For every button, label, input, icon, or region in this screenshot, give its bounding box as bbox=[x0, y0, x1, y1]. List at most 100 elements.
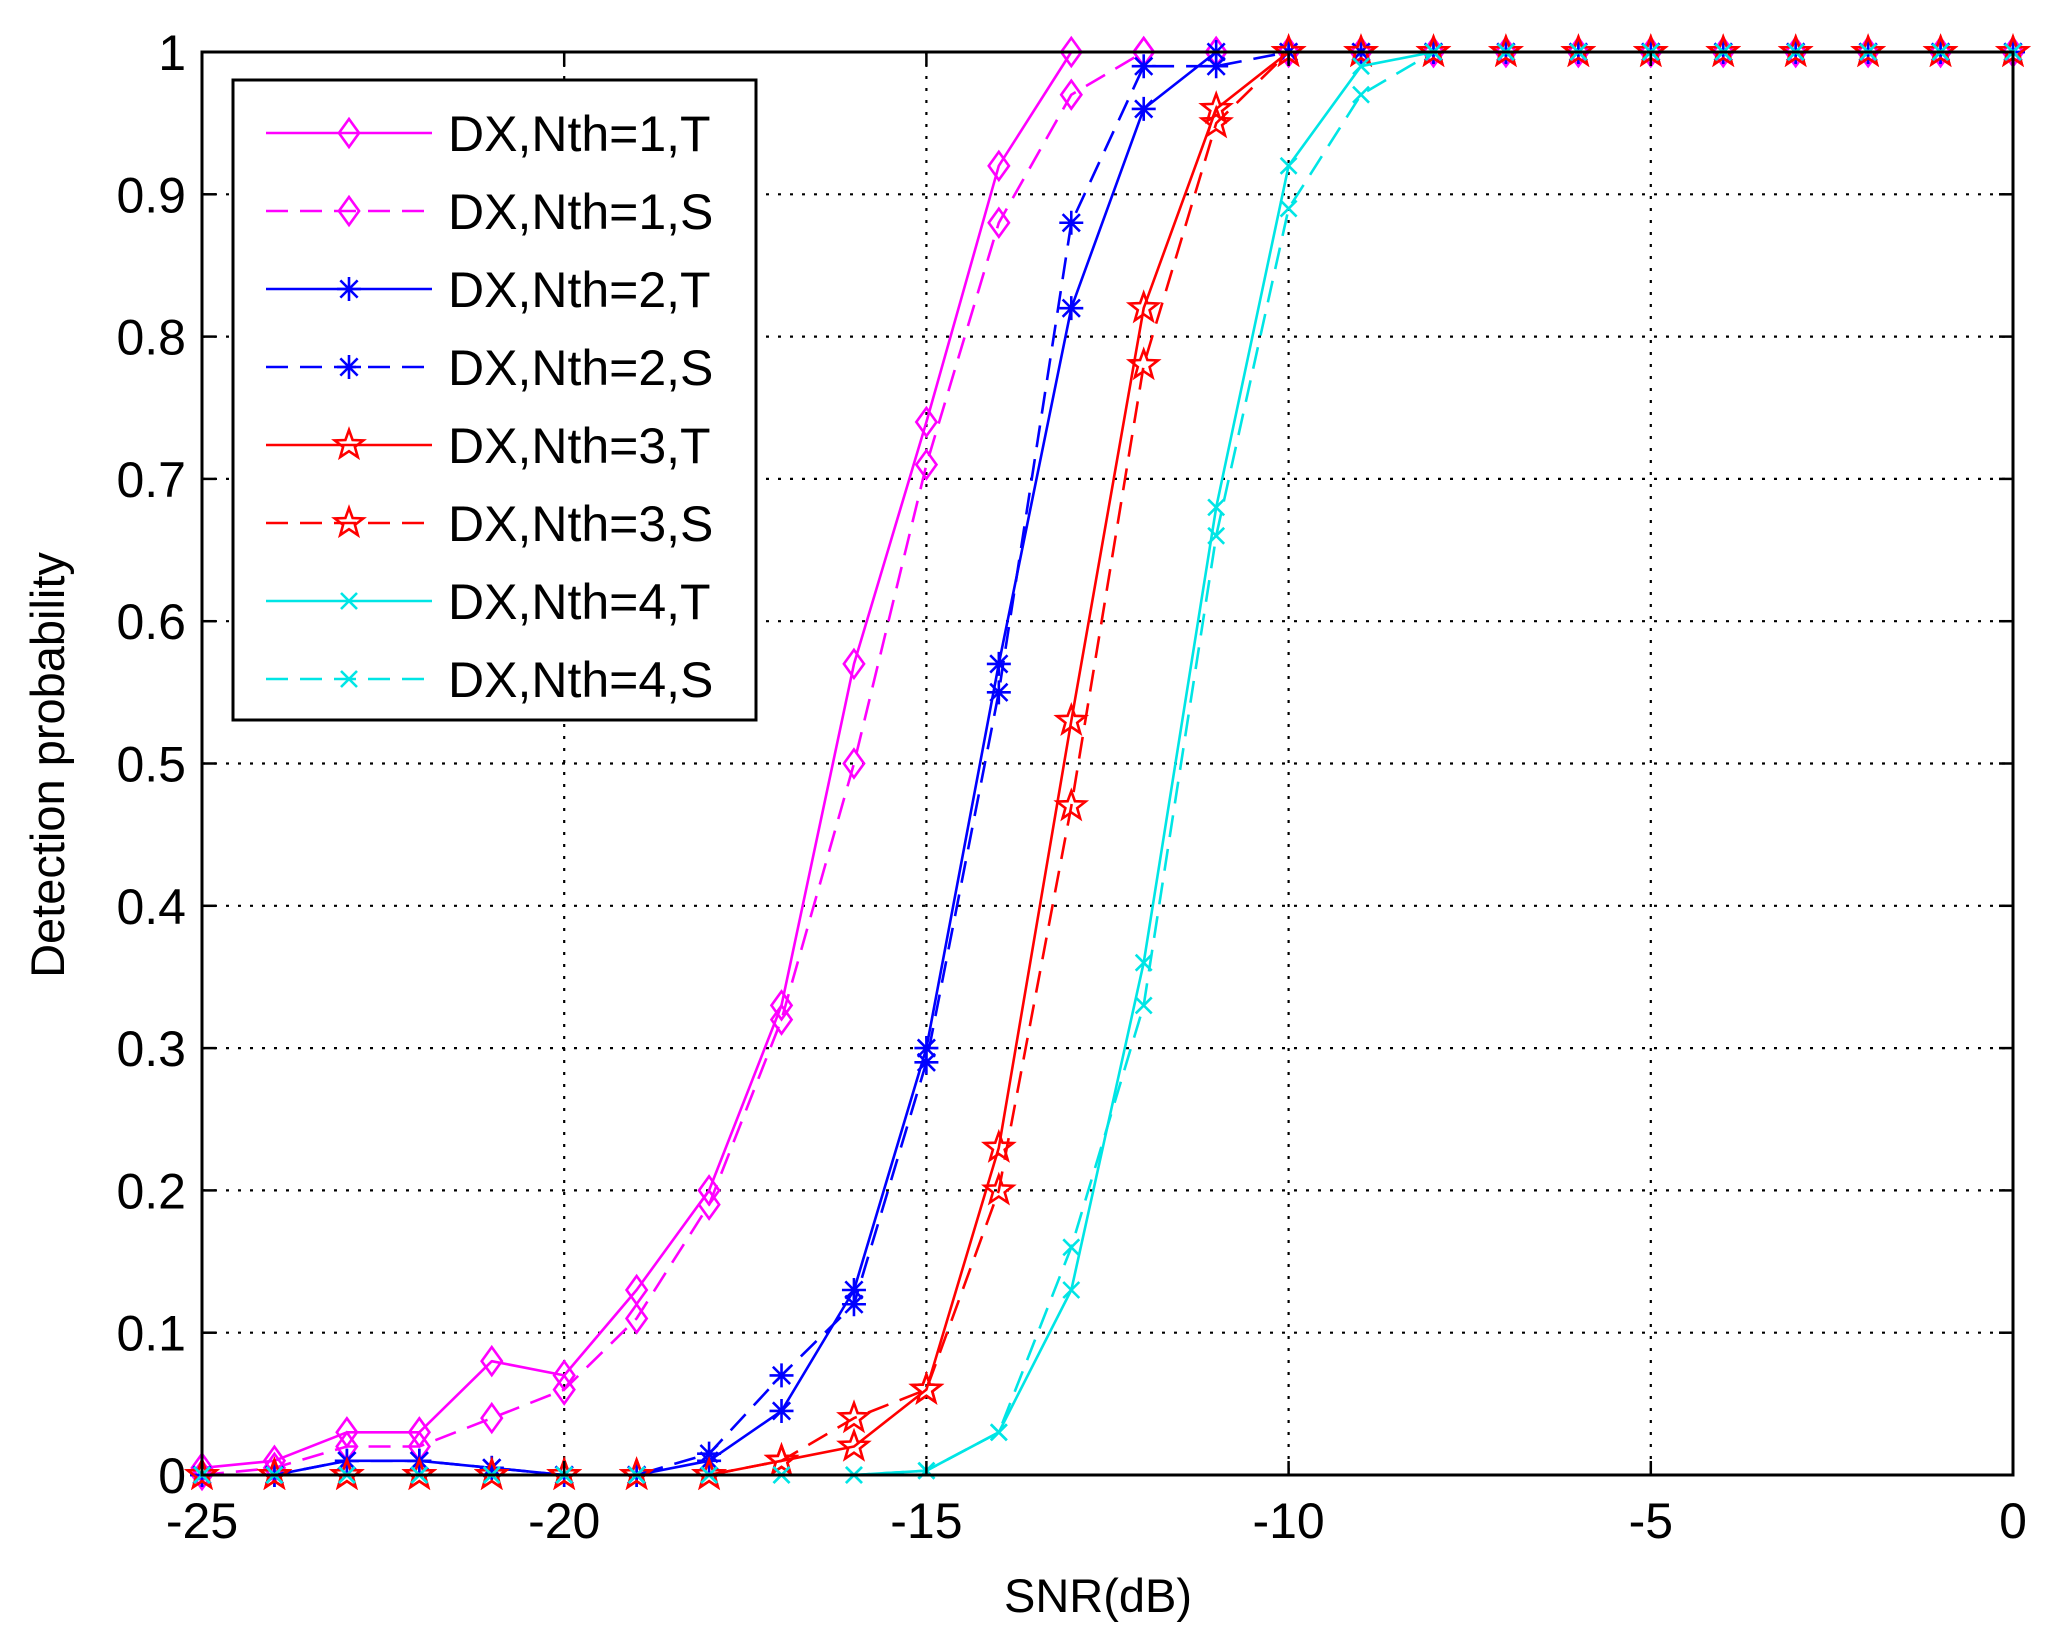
data-point bbox=[769, 1003, 794, 1036]
data-point bbox=[691, 1456, 727, 1491]
y-tick-label: 0.3 bbox=[116, 1021, 186, 1077]
x-tick-label: 0 bbox=[1999, 1493, 2027, 1549]
legend-label: DX,Nth=2,T bbox=[448, 262, 711, 318]
data-point bbox=[1053, 787, 1090, 822]
data-point bbox=[1352, 57, 1370, 76]
y-axis-label: Detection probability bbox=[21, 552, 74, 978]
data-point bbox=[769, 989, 794, 1022]
x-tick-label: -20 bbox=[528, 1493, 600, 1549]
y-tick-label: 0 bbox=[158, 1448, 186, 1504]
data-point bbox=[401, 1456, 438, 1491]
data-point bbox=[1125, 346, 1162, 381]
data-point bbox=[480, 1344, 504, 1378]
data-point bbox=[1279, 199, 1298, 218]
data-point bbox=[1059, 78, 1083, 111]
data-point bbox=[1062, 1238, 1081, 1257]
legend-label: DX,Nth=3,S bbox=[448, 496, 713, 552]
y-tick-label: 0.1 bbox=[116, 1306, 186, 1362]
data-point bbox=[328, 1456, 365, 1491]
y-tick-label: 0.4 bbox=[116, 879, 186, 935]
data-point bbox=[1125, 289, 1162, 324]
data-point bbox=[184, 1456, 220, 1491]
data-point bbox=[769, 1363, 794, 1388]
data-point bbox=[986, 651, 1011, 676]
data-point bbox=[914, 405, 939, 439]
x-tick-label: -25 bbox=[166, 1493, 238, 1549]
data-point bbox=[1777, 33, 1814, 68]
data-point bbox=[1059, 35, 1083, 69]
data-point bbox=[479, 1455, 504, 1480]
data-point bbox=[986, 680, 1011, 705]
data-point bbox=[1279, 156, 1298, 175]
data-point bbox=[842, 647, 866, 681]
data-point bbox=[1198, 104, 1234, 139]
legend-label: DX,Nth=1,S bbox=[448, 184, 713, 240]
data-point bbox=[552, 1373, 576, 1406]
legend-item: DX,Nth=2,T bbox=[266, 262, 711, 318]
data-point bbox=[1204, 54, 1229, 79]
legend-marker bbox=[337, 277, 361, 301]
data-point bbox=[987, 149, 1011, 183]
data-point bbox=[1488, 33, 1524, 68]
data-point bbox=[1922, 33, 1959, 68]
legend-item: DX,Nth=3,S bbox=[266, 496, 713, 552]
legend-marker bbox=[331, 426, 367, 461]
data-point bbox=[1560, 33, 1597, 68]
data-point bbox=[914, 1050, 939, 1075]
x-tick-label: -10 bbox=[1252, 1493, 1324, 1549]
data-point bbox=[1850, 33, 1887, 68]
data-point bbox=[473, 1456, 510, 1491]
data-point bbox=[1343, 33, 1379, 68]
data-point bbox=[1207, 498, 1226, 517]
data-point bbox=[1131, 54, 1156, 79]
x-tick-label: -5 bbox=[1629, 1493, 1673, 1549]
legend-marker bbox=[331, 504, 367, 539]
data-point bbox=[480, 1401, 504, 1435]
data-point bbox=[618, 1456, 655, 1491]
data-point bbox=[841, 1278, 866, 1303]
y-tick-label: 0.5 bbox=[116, 737, 186, 793]
data-point bbox=[987, 206, 1011, 239]
data-point bbox=[1415, 33, 1452, 68]
data-point bbox=[546, 1456, 583, 1491]
y-tick-label: 0.8 bbox=[116, 310, 186, 366]
y-tick-label: 0.2 bbox=[116, 1163, 186, 1219]
legend-item: DX,Nth=4,T bbox=[266, 574, 711, 630]
axis-ticks: -25 -20 -15 -10 -5 0 0 0.1 0.2 0.3 0.4 0.5 0.6 0.7 0.8… bbox=[116, 25, 2026, 1549]
legend-label: DX,Nth=1,T bbox=[448, 106, 711, 162]
legend-marker bbox=[337, 355, 361, 379]
legend-marker bbox=[337, 194, 361, 228]
data-point bbox=[1134, 996, 1153, 1015]
data-point bbox=[914, 448, 939, 481]
data-point bbox=[842, 747, 866, 780]
data-point bbox=[697, 1441, 722, 1466]
data-point bbox=[697, 1188, 721, 1221]
data-point bbox=[836, 1399, 872, 1434]
legend-label: DX,Nth=3,T bbox=[448, 418, 711, 474]
series-line bbox=[201, 50, 2013, 1477]
x-tick-label: -15 bbox=[890, 1493, 962, 1549]
legend-item: DX,Nth=4,S bbox=[266, 652, 713, 708]
data-point bbox=[841, 1292, 866, 1317]
data-point bbox=[1059, 210, 1084, 235]
legend-label: DX,Nth=4,S bbox=[448, 652, 713, 708]
x-axis-label: SNR(dB) bbox=[1004, 1569, 1192, 1622]
legend-marker bbox=[337, 116, 361, 150]
y-tick-label: 0.7 bbox=[116, 452, 186, 508]
data-point bbox=[769, 1398, 794, 1423]
data-point bbox=[1705, 33, 1742, 68]
data-point bbox=[1062, 1281, 1081, 1299]
data-point bbox=[1053, 702, 1090, 736]
data-point bbox=[836, 1427, 872, 1462]
data-point bbox=[981, 1128, 1017, 1163]
legend-marker bbox=[340, 592, 358, 610]
legend-item: DX,Nth=1,S bbox=[266, 184, 713, 240]
y-tick-label: 1 bbox=[158, 25, 186, 81]
y-tick-label: 0.6 bbox=[116, 594, 186, 650]
data-point bbox=[624, 1302, 649, 1335]
y-tick-label: 0.9 bbox=[116, 167, 186, 223]
data-point bbox=[763, 1442, 800, 1476]
data-point bbox=[1207, 526, 1226, 545]
data-point bbox=[1352, 85, 1370, 104]
